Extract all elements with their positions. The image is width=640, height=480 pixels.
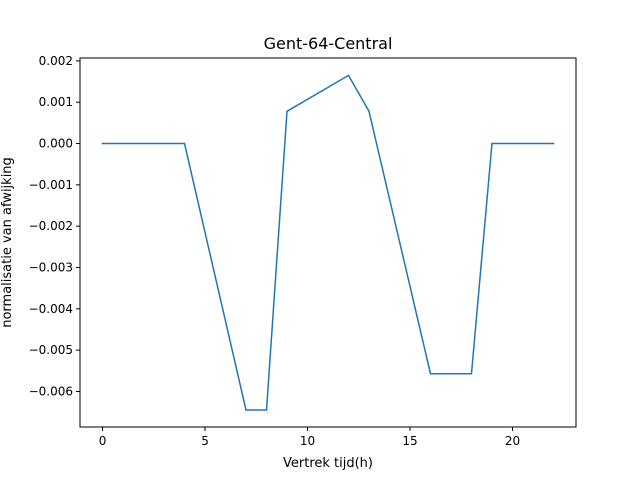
series-layer — [101, 74, 555, 411]
data-point — [286, 110, 288, 113]
chart-title: Gent-64-Central — [264, 34, 393, 53]
y-tick-label: −0.006 — [29, 384, 73, 398]
data-point — [347, 74, 350, 77]
x-tick-label: 5 — [201, 434, 209, 448]
y-tick-label: −0.005 — [29, 343, 73, 357]
y-tick-label: 0.001 — [39, 95, 73, 109]
data-point — [265, 409, 268, 411]
x-axis-label: Vertrek tijd(h) — [283, 456, 373, 471]
x-tick-label: 10 — [300, 434, 315, 448]
x-ticks: 0 5 10 15 20 — [99, 427, 520, 448]
x-tick-label: 0 — [99, 434, 107, 448]
x-tick-label: 15 — [402, 434, 417, 448]
y-ticks: 0.002 0.001 0.000 −0.001 −0.002 −0.003 −0.004 −… — [29, 54, 80, 398]
data-point — [101, 142, 104, 145]
x-tick-label: 20 — [505, 434, 520, 448]
data-point — [491, 142, 493, 145]
data-point — [368, 110, 370, 113]
plot-area — [80, 58, 576, 427]
data-point — [470, 372, 473, 375]
y-tick-label: −0.001 — [29, 178, 73, 192]
data-point — [552, 142, 555, 145]
y-tick-label: 0.002 — [39, 54, 73, 68]
data-point — [429, 372, 432, 375]
y-tick-label: −0.004 — [29, 302, 73, 316]
y-tick-label: −0.002 — [29, 219, 73, 233]
axes-frame — [79, 57, 577, 428]
y-tick-label: 0.000 — [39, 137, 73, 151]
y-tick-label: −0.003 — [29, 260, 73, 274]
y-axis-label: normalisatie van afwijking — [0, 157, 15, 328]
data-point — [183, 142, 186, 145]
data-point — [245, 409, 247, 411]
